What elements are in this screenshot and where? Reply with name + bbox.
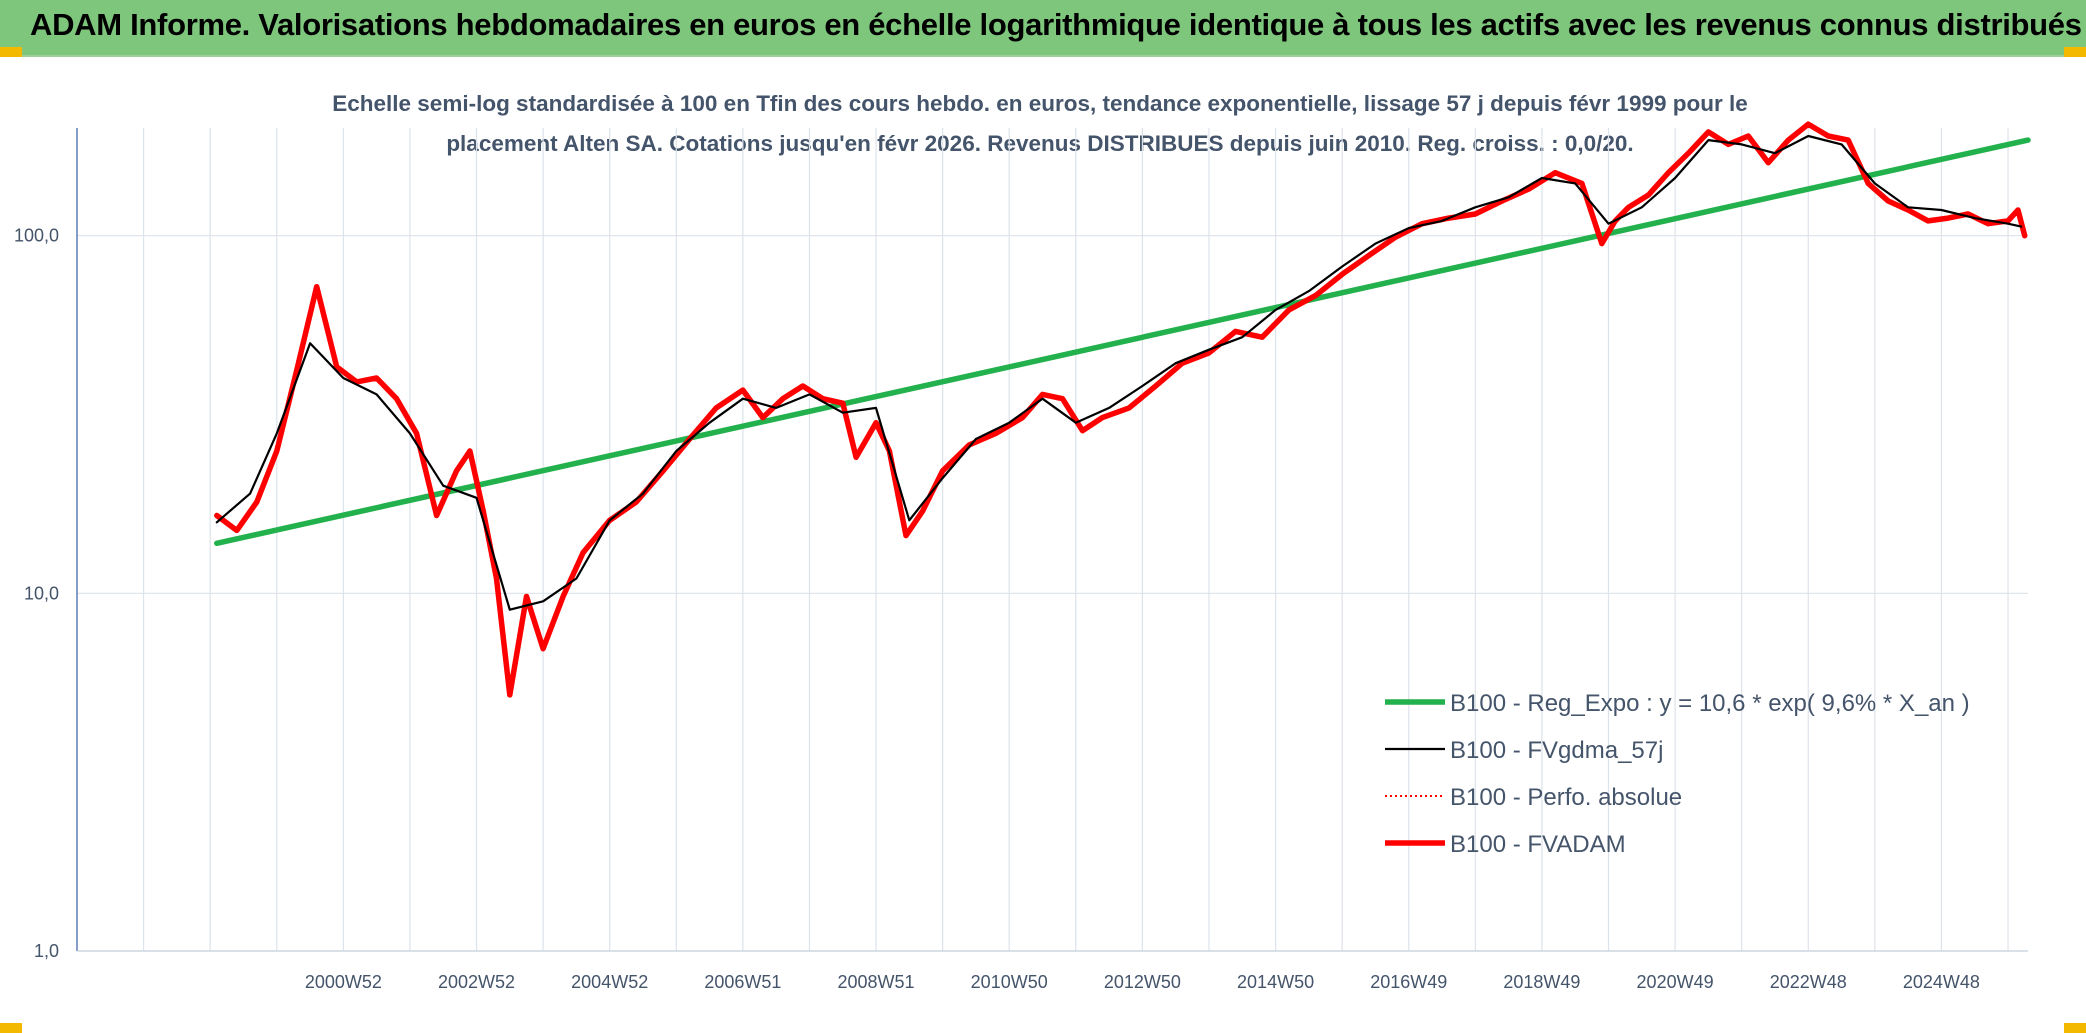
x-tick-label: 2024W48	[1903, 972, 1980, 992]
x-tick-label: 2004W52	[571, 972, 648, 992]
page-title: ADAM Informe. Valorisations hebdomadaire…	[30, 7, 2082, 42]
x-tick-label: 2010W50	[971, 972, 1048, 992]
y-tick-label: 100,0	[14, 226, 59, 246]
x-tick-label: 2006W51	[704, 972, 781, 992]
legend-entry-label: B100 - Perfo. absolue	[1450, 784, 1682, 811]
x-tick-label: 2014W50	[1237, 972, 1314, 992]
series-line-0	[214, 137, 2031, 547]
x-tick-label: 2018W49	[1503, 972, 1580, 992]
grid	[77, 128, 2028, 952]
x-tick-label: 2016W49	[1370, 972, 1447, 992]
x-tick-label: 2002W52	[438, 972, 515, 992]
corner-accent-top-left	[0, 47, 22, 57]
y-tick-label: 1,0	[34, 941, 59, 961]
y-tick-label: 10,0	[24, 583, 59, 603]
x-tick-label: 2022W48	[1770, 972, 1847, 992]
header-banner: ADAM Informe. Valorisations hebdomadaire…	[0, 0, 2086, 57]
x-tick-label: 2000W52	[305, 972, 382, 992]
x-tick-label: 2020W49	[1637, 972, 1714, 992]
corner-accent-bottom-left	[0, 1023, 22, 1033]
legend-entry-label: B100 - Reg_Expo : y = 10,6 * exp( 9,6% *…	[1450, 690, 1970, 717]
chart-subtitle-line-1: Echelle semi-log standardisée à 100 en T…	[332, 91, 1748, 116]
series-line-1	[215, 134, 2023, 611]
series	[214, 121, 2031, 698]
x-tick-label: 2012W50	[1104, 972, 1181, 992]
series-line-3	[214, 121, 2028, 698]
corner-accent-bottom-right	[2064, 1023, 2086, 1033]
axes: 1,0 10,0 100,0 2000W52 2002W52 2004W52 2006W51…	[14, 128, 2028, 992]
legend: B100 - Reg_Expo : y = 10,6 * exp( 9,6% *…	[1385, 690, 1970, 858]
legend-entry-label: B100 - FVADAM	[1450, 831, 1626, 858]
x-tick-label: 2008W51	[838, 972, 915, 992]
corner-accent-top-right	[2064, 47, 2086, 57]
chart-subtitle-line-2: placement Alten SA. Cotations jusqu'en f…	[446, 131, 1633, 156]
legend-entry-label: B100 - FVgdma_57j	[1450, 737, 1663, 764]
